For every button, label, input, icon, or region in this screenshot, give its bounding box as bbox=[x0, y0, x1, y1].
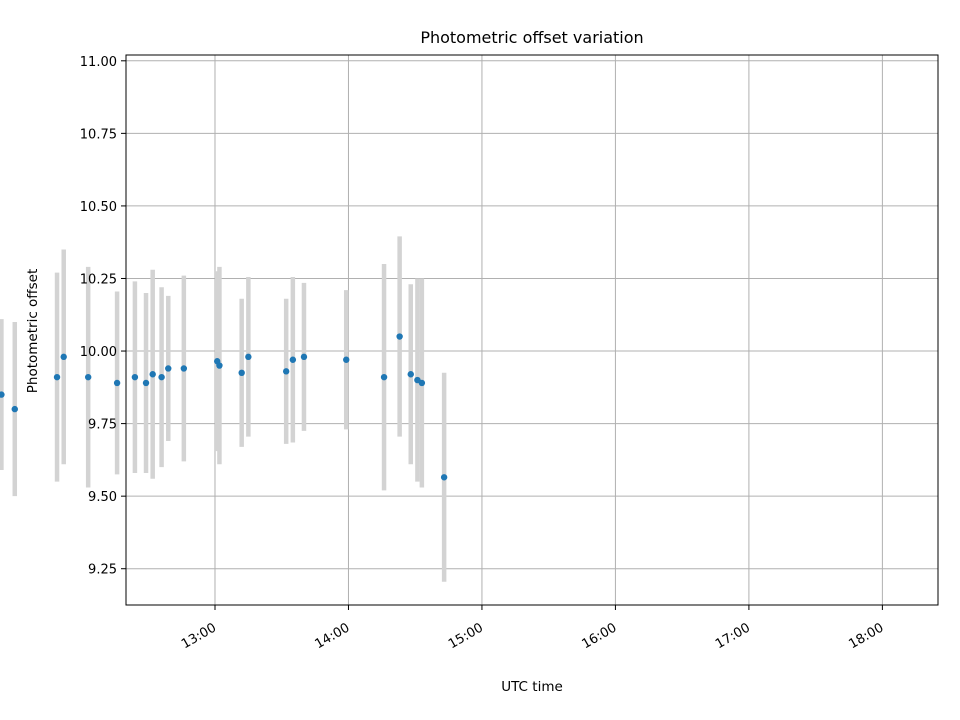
plot-frame bbox=[125, 54, 939, 606]
data-point bbox=[289, 356, 297, 363]
data-point bbox=[180, 365, 188, 372]
grid-lines bbox=[126, 55, 938, 605]
y-tick-label: 9.25 bbox=[88, 563, 117, 578]
data-points bbox=[0, 333, 448, 481]
y-tick-label: 10.50 bbox=[80, 200, 117, 215]
data-point bbox=[396, 333, 403, 340]
data-point bbox=[149, 371, 156, 378]
data-point bbox=[407, 371, 414, 378]
data-point bbox=[11, 405, 18, 413]
y-tick-label: 11.00 bbox=[80, 55, 117, 70]
data-point bbox=[53, 373, 61, 381]
y-axis-label: Photometric offset bbox=[25, 269, 41, 393]
data-point bbox=[245, 353, 252, 361]
data-point bbox=[300, 353, 308, 361]
data-point bbox=[418, 379, 426, 387]
chart-title: Photometric offset variation bbox=[420, 28, 643, 47]
y-tick-label: 9.50 bbox=[88, 490, 117, 505]
y-tick-label: 10.00 bbox=[80, 345, 117, 360]
data-point bbox=[158, 373, 165, 381]
data-point bbox=[216, 362, 223, 369]
data-point bbox=[131, 373, 139, 381]
data-point bbox=[380, 373, 388, 381]
y-axis-ticks: 9.25 9.50 9.75 10.00 10.25 10.50 10.75 11.00 bbox=[80, 55, 126, 578]
data-point bbox=[113, 379, 121, 387]
data-point bbox=[0, 391, 5, 398]
y-tick-label: 9.75 bbox=[88, 418, 117, 433]
data-point bbox=[282, 368, 290, 375]
y-tick-label: 10.25 bbox=[80, 272, 117, 287]
y-tick-label: 10.75 bbox=[80, 127, 117, 142]
data-point bbox=[60, 353, 67, 361]
data-point bbox=[142, 379, 150, 387]
data-point bbox=[343, 356, 350, 363]
data-point bbox=[440, 474, 448, 481]
data-point bbox=[84, 373, 92, 381]
data-point bbox=[165, 365, 172, 372]
data-point bbox=[238, 369, 245, 377]
x-axis-label: UTC time bbox=[501, 679, 563, 695]
